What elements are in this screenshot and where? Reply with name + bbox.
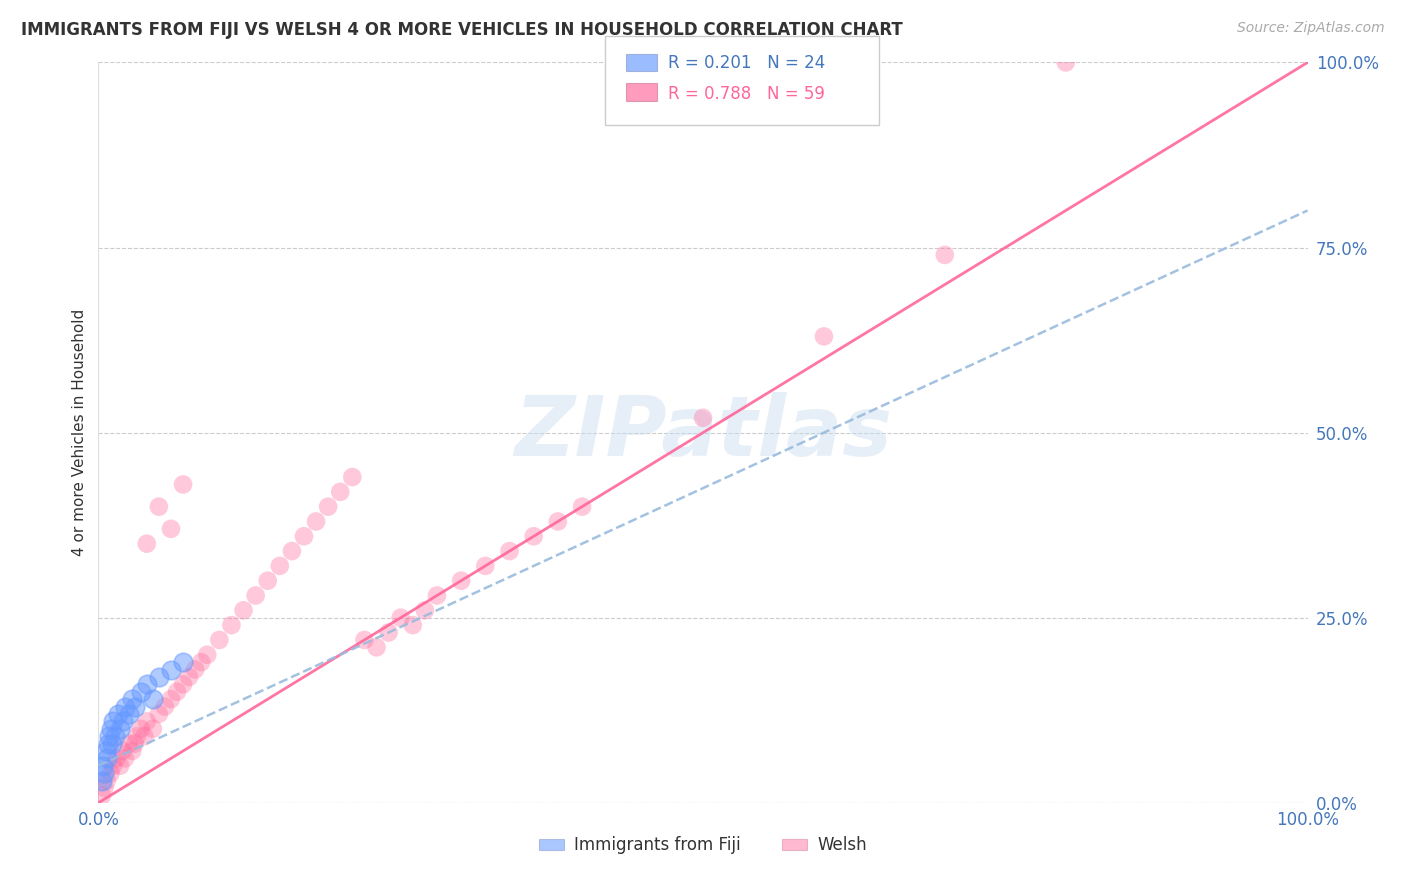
Point xyxy=(281,544,304,558)
Point xyxy=(129,685,152,699)
Point xyxy=(124,699,146,714)
Point xyxy=(142,692,165,706)
Point xyxy=(135,714,157,729)
Point xyxy=(166,685,188,699)
Point xyxy=(353,632,375,647)
Point xyxy=(124,737,146,751)
Point xyxy=(256,574,278,588)
Text: Source: ZipAtlas.com: Source: ZipAtlas.com xyxy=(1237,21,1385,36)
Point xyxy=(111,714,134,729)
Point xyxy=(813,329,835,343)
Point xyxy=(342,470,364,484)
Legend: Immigrants from Fiji, Welsh: Immigrants from Fiji, Welsh xyxy=(533,830,873,861)
Point xyxy=(389,610,412,624)
Point xyxy=(108,758,131,772)
Point xyxy=(184,663,207,677)
Point xyxy=(179,670,201,684)
Point xyxy=(160,522,183,536)
Point xyxy=(105,751,128,765)
Point xyxy=(450,574,472,588)
Point xyxy=(107,706,129,721)
Point xyxy=(190,655,212,669)
Point xyxy=(94,744,117,758)
Point xyxy=(269,558,291,573)
Point xyxy=(148,670,170,684)
Point xyxy=(172,677,194,691)
Point xyxy=(153,699,176,714)
Point xyxy=(316,500,339,514)
Point xyxy=(118,706,141,721)
Point xyxy=(329,484,352,499)
Y-axis label: 4 or more Vehicles in Household: 4 or more Vehicles in Household xyxy=(72,309,87,557)
Point xyxy=(93,766,115,780)
Point xyxy=(1054,55,1077,70)
Point xyxy=(100,722,122,736)
Point xyxy=(934,248,956,262)
Point xyxy=(121,744,143,758)
Point xyxy=(692,410,714,425)
Point xyxy=(91,758,114,772)
Point xyxy=(135,677,157,691)
Point xyxy=(474,558,496,573)
Point xyxy=(142,722,165,736)
Point xyxy=(148,706,170,721)
Point xyxy=(232,603,254,617)
Point xyxy=(305,515,328,529)
Point xyxy=(148,500,170,514)
Text: R = 0.788   N = 59: R = 0.788 N = 59 xyxy=(668,85,825,103)
Text: ZIPatlas: ZIPatlas xyxy=(515,392,891,473)
Point xyxy=(104,729,127,743)
Point xyxy=(160,692,183,706)
Point xyxy=(160,663,183,677)
Point xyxy=(377,625,399,640)
Point xyxy=(97,737,120,751)
Point xyxy=(366,640,388,655)
Point xyxy=(114,699,136,714)
Point xyxy=(547,515,569,529)
Point xyxy=(245,589,267,603)
Point xyxy=(96,773,118,788)
Point xyxy=(108,722,131,736)
Point xyxy=(172,655,194,669)
Point xyxy=(571,500,593,514)
Point xyxy=(129,722,152,736)
Point xyxy=(96,751,118,765)
Point xyxy=(100,766,122,780)
Point xyxy=(100,737,122,751)
Point xyxy=(93,780,115,795)
Point xyxy=(98,729,121,743)
Point xyxy=(114,751,136,765)
Point xyxy=(91,789,114,803)
Point xyxy=(101,714,124,729)
Point xyxy=(121,692,143,706)
Point xyxy=(118,737,141,751)
Point xyxy=(195,648,218,662)
Point xyxy=(413,603,436,617)
Point xyxy=(111,744,134,758)
Point xyxy=(101,758,124,772)
Point xyxy=(426,589,449,603)
Point xyxy=(127,729,149,743)
Point xyxy=(172,477,194,491)
Point xyxy=(208,632,231,647)
Point xyxy=(523,529,546,543)
Point xyxy=(134,729,156,743)
Point xyxy=(221,618,243,632)
Point xyxy=(292,529,315,543)
Text: R = 0.201   N = 24: R = 0.201 N = 24 xyxy=(668,54,825,72)
Point xyxy=(402,618,425,632)
Point xyxy=(498,544,520,558)
Point xyxy=(91,773,114,788)
Point xyxy=(135,536,157,550)
Text: IMMIGRANTS FROM FIJI VS WELSH 4 OR MORE VEHICLES IN HOUSEHOLD CORRELATION CHART: IMMIGRANTS FROM FIJI VS WELSH 4 OR MORE … xyxy=(21,21,903,39)
